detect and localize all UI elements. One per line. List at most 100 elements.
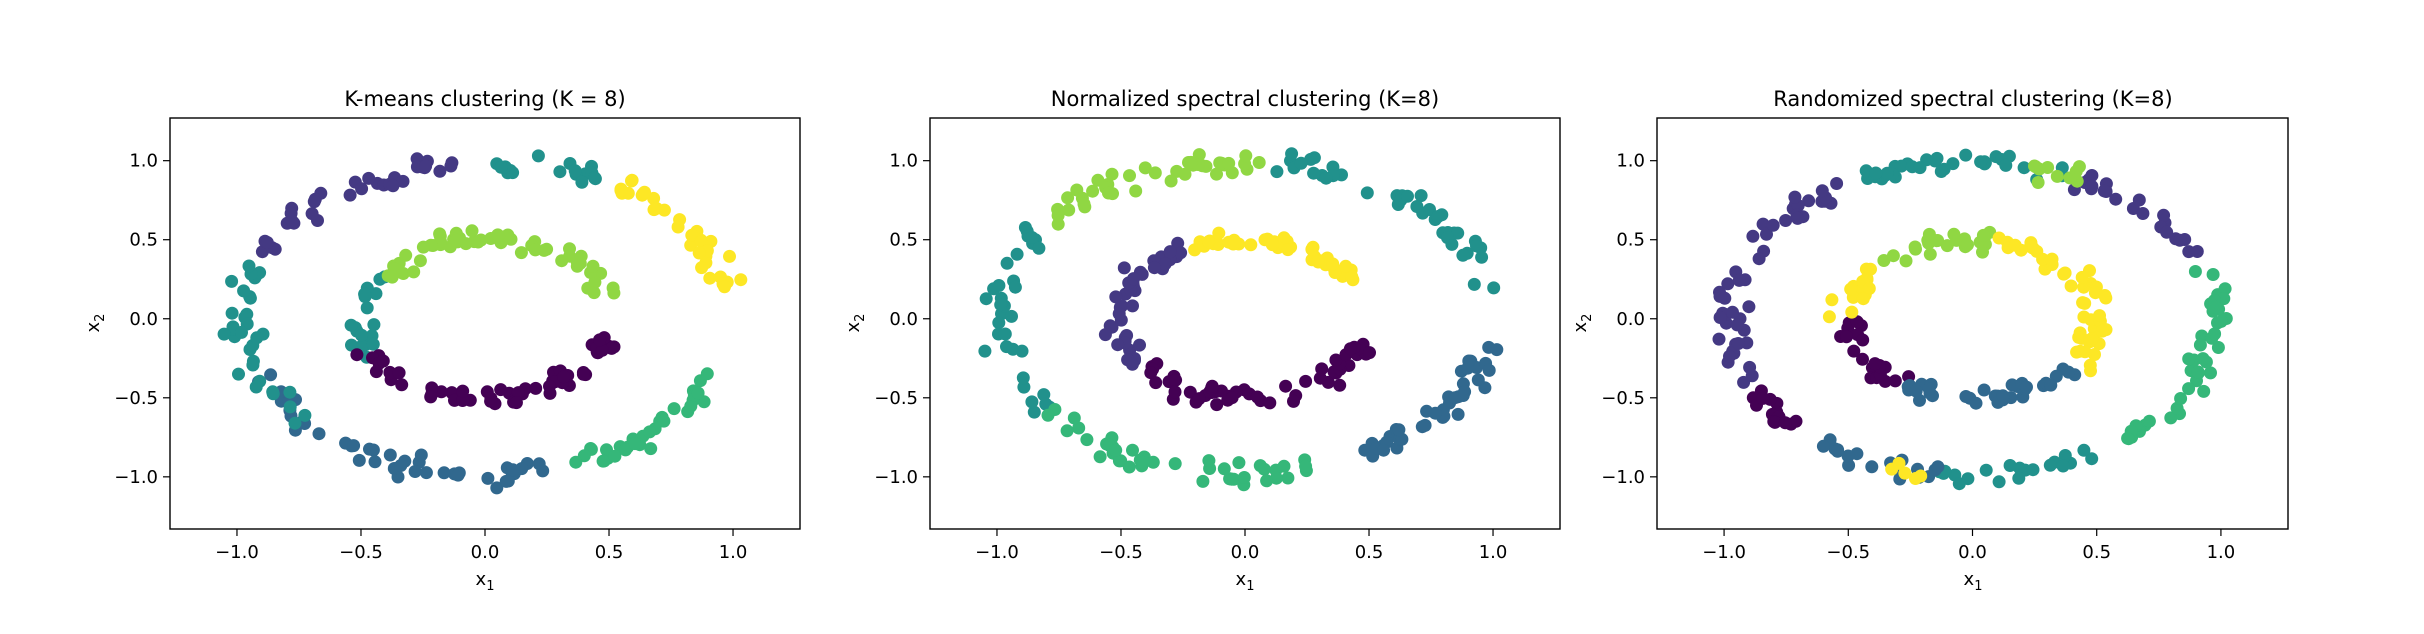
- scatter-point: [1210, 167, 1223, 181]
- scatter-point: [614, 183, 628, 197]
- scatter-point: [1841, 449, 1855, 463]
- x-tick-label: −0.5: [1826, 542, 1870, 563]
- scatter-point: [360, 301, 374, 315]
- scatter-point: [2057, 267, 2071, 281]
- scatter-point: [1138, 161, 1152, 175]
- scatter-point: [260, 236, 274, 249]
- scatter-point: [285, 214, 299, 228]
- scatter-point: [1329, 353, 1343, 367]
- scatter-point: [1315, 362, 1329, 376]
- scatter-point: [1277, 231, 1291, 245]
- scatter-point: [1856, 333, 1870, 347]
- scatter-point: [1129, 184, 1143, 198]
- scatter-point: [283, 400, 297, 414]
- scatter-point: [691, 386, 705, 400]
- scatter-point: [1070, 183, 1084, 197]
- scatter-point: [2078, 296, 2092, 310]
- x-tick-label: −0.5: [339, 542, 383, 563]
- scatter-point: [1392, 423, 1406, 437]
- scatter-point: [1227, 236, 1241, 250]
- scatter-point: [305, 207, 319, 221]
- scatter-point: [1311, 255, 1325, 269]
- scatter-points: [978, 147, 1504, 492]
- scatter-point: [1880, 166, 1894, 180]
- scatter-point: [2077, 443, 2091, 457]
- scatter-point: [1072, 421, 1086, 435]
- scatter-point: [994, 298, 1008, 312]
- scatter-point: [368, 455, 382, 469]
- scatter-point: [2196, 352, 2210, 366]
- scatter-point: [1431, 210, 1445, 223]
- x-axis-ticks: −1.0 −0.5 0.0 0.5 1.0: [1702, 529, 2235, 563]
- scatter-point: [1746, 229, 1760, 243]
- scatter-point: [2095, 324, 2109, 338]
- scatter-point: [1051, 209, 1065, 222]
- scatter-point: [638, 185, 651, 199]
- scatter-point: [1250, 390, 1264, 404]
- x-tick-label: −1.0: [975, 542, 1019, 563]
- scatter-point: [2132, 193, 2146, 207]
- scatter-point: [1061, 191, 1075, 205]
- scatter-point: [2160, 225, 2174, 239]
- scatter-point: [347, 439, 361, 453]
- scatter-point: [2211, 341, 2225, 354]
- scatter-point: [1281, 243, 1295, 257]
- scatter-point: [1856, 352, 1869, 366]
- scatter-point: [1713, 311, 1727, 324]
- scatter-point: [1788, 190, 1802, 204]
- y-axis-ticks: −1.0 −0.5 0.0 0.5 1.0: [114, 151, 170, 488]
- scatter-point: [1458, 385, 1472, 399]
- normalized-spectral-scatter-panel: Normalized spectral clustering (K=8) −1.…: [843, 87, 1561, 594]
- scatter-point: [992, 279, 1006, 292]
- scatter-point: [1299, 459, 1313, 473]
- scatter-point: [1237, 471, 1251, 484]
- scatter-point: [1712, 332, 1726, 346]
- scatter-point: [1169, 373, 1183, 387]
- scatter-point: [366, 443, 380, 457]
- scatter-point: [1164, 174, 1178, 188]
- scatter-point: [2085, 452, 2099, 466]
- scatter-point: [1192, 148, 1206, 162]
- scatter-point: [2005, 378, 2019, 392]
- scatter-point: [588, 172, 602, 186]
- scatter-point: [2142, 414, 2156, 428]
- scatter-point: [1451, 226, 1465, 240]
- y-tick-label: 0.5: [889, 230, 918, 251]
- kmeans-scatter-panel: K-means clustering (K = 8) −1.0 −0.5 0.0 0.…: [83, 87, 801, 594]
- scatter-point: [543, 386, 557, 400]
- scatter-point: [1149, 376, 1163, 390]
- scatter-point: [2029, 160, 2043, 174]
- x-tick-label: 0.0: [1958, 542, 1987, 563]
- scatter-point: [1163, 245, 1177, 259]
- chart-title: Normalized spectral clustering (K=8): [1051, 87, 1439, 111]
- scatter-point: [376, 354, 390, 368]
- scatter-point: [1974, 155, 1988, 169]
- scatter-point: [225, 274, 239, 288]
- scatter-point: [1844, 282, 1858, 296]
- scatter-point: [366, 337, 380, 351]
- x-tick-label: 1.0: [719, 542, 748, 563]
- y-tick-label: 0.0: [889, 309, 918, 330]
- x-tick-label: 1.0: [2207, 542, 2236, 563]
- scatter-point: [1802, 194, 1816, 208]
- scatter-point: [499, 474, 513, 488]
- scatter-point: [2170, 401, 2184, 415]
- scatter-point: [1080, 433, 1094, 447]
- scatter-point: [536, 464, 550, 478]
- scatter-point: [1922, 382, 1936, 396]
- scatter-point: [2058, 449, 2072, 462]
- scatter-point: [978, 344, 992, 358]
- scatter-point: [355, 182, 369, 196]
- scatter-point: [979, 292, 993, 306]
- scatter-point: [1232, 456, 1246, 470]
- scatter-point: [2182, 382, 2196, 396]
- y-axis-ticks: −1.0 −0.5 0.0 0.5 1.0: [1601, 151, 1657, 488]
- scatter-point: [596, 454, 610, 468]
- scatter-point: [1470, 239, 1483, 253]
- scatter-point: [2050, 169, 2064, 183]
- scatter-point: [563, 242, 576, 256]
- scatter-point: [1277, 459, 1291, 473]
- scatter-point: [1448, 391, 1462, 405]
- scatter-point: [1840, 330, 1853, 344]
- y-axis-ticks: −1.0 −0.5 0.0 0.5 1.0: [874, 151, 930, 488]
